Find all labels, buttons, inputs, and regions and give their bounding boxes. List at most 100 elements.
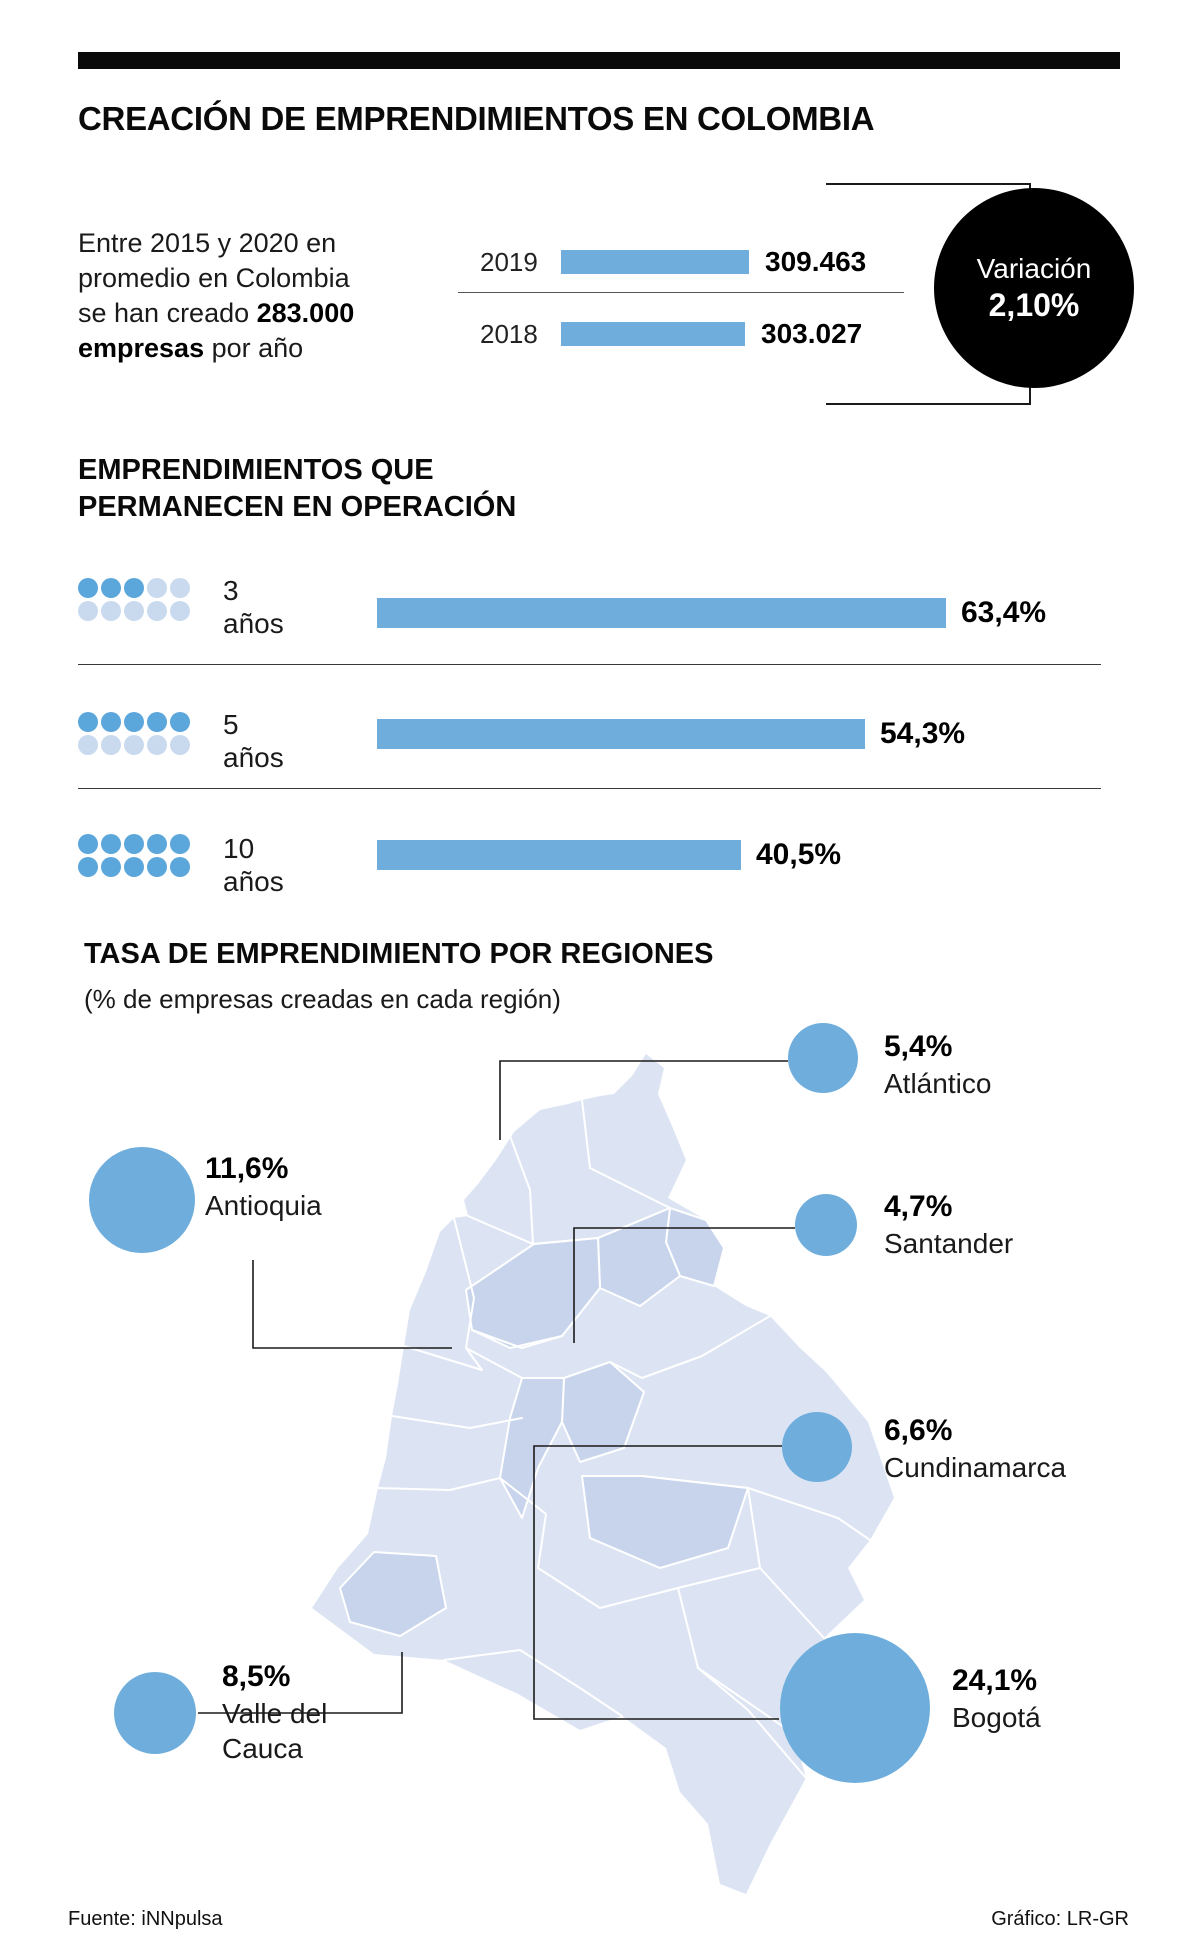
dot-filled-icon bbox=[101, 712, 121, 732]
dept-tolima-huila bbox=[499, 1377, 565, 1519]
bar-5-years bbox=[377, 719, 865, 749]
label-3-years-number: 3 bbox=[223, 575, 239, 606]
dot-empty-icon bbox=[124, 601, 144, 621]
label-10-years-number: 10 bbox=[223, 833, 255, 864]
dot-empty-icon bbox=[78, 601, 98, 621]
intro-text-end: por año bbox=[204, 333, 304, 363]
bar-2018 bbox=[561, 322, 745, 346]
region-name-santander: Santander bbox=[884, 1228, 1014, 1259]
annual-divider bbox=[458, 292, 904, 293]
bubble-santander bbox=[795, 1194, 857, 1256]
dot-empty-icon bbox=[147, 735, 167, 755]
dot-filled-icon bbox=[124, 857, 144, 877]
dot-filled-icon bbox=[147, 857, 167, 877]
regions-subtitle: (% de empresas creadas en cada región) bbox=[84, 984, 561, 1014]
dot-filled-icon bbox=[101, 834, 121, 854]
dot-empty-icon bbox=[101, 735, 121, 755]
region-label-bogota: 24,1% Bogotá bbox=[952, 1662, 1041, 1735]
variation-value: 2,10% bbox=[988, 286, 1080, 323]
dot-filled-icon bbox=[124, 578, 144, 598]
value-5-years: 54,3% bbox=[880, 717, 966, 750]
bubble-valle-del-cauca bbox=[114, 1672, 196, 1754]
dot-empty-icon bbox=[170, 601, 190, 621]
dot-filled-icon bbox=[170, 712, 190, 732]
dot-pictogram-5-years bbox=[78, 712, 196, 755]
year-label-2019: 2019 bbox=[480, 246, 538, 277]
region-name-bogota: Bogotá bbox=[952, 1702, 1041, 1733]
region-label-cundinamarca: 6,6% Cundinamarca bbox=[884, 1412, 1066, 1485]
variation-label: Variación bbox=[976, 252, 1092, 284]
dot-filled-icon bbox=[78, 834, 98, 854]
label-10-years-unit: años bbox=[223, 866, 284, 897]
region-label-antioquia: 11,6% Antioquia bbox=[205, 1150, 322, 1223]
dot-empty-icon bbox=[124, 735, 144, 755]
region-name-atlantico: Atlántico bbox=[884, 1068, 992, 1099]
dot-pictogram-3-years bbox=[78, 578, 196, 621]
year-label-2018: 2018 bbox=[480, 318, 538, 349]
dept-narino bbox=[339, 1551, 447, 1637]
footer-credit: Gráfico: LR-GR bbox=[991, 1908, 1129, 1930]
dot-filled-icon bbox=[147, 834, 167, 854]
bar-10-years bbox=[377, 840, 741, 870]
value-3-years: 63,4% bbox=[961, 596, 1047, 629]
label-10-years: 10 años bbox=[223, 832, 373, 898]
intro-highlight: 283.000 empresas bbox=[78, 298, 355, 363]
value-2019: 309.463 bbox=[765, 246, 867, 277]
region-value-santander: 4,7% bbox=[884, 1190, 953, 1223]
dot-filled-icon bbox=[170, 834, 190, 854]
bubble-atlantico bbox=[788, 1023, 858, 1093]
value-2018: 303.027 bbox=[761, 318, 863, 349]
survival-bar-row-3-years: 63,4% bbox=[377, 596, 1046, 630]
regions-heading: TASA DE EMPRENDIMIENTO POR REGIONES bbox=[84, 938, 714, 970]
region-label-valle-del-cauca: 8,5% Valle del Cauca bbox=[222, 1658, 357, 1766]
bubble-cundinamarca bbox=[782, 1412, 852, 1482]
bubble-bogota bbox=[780, 1633, 930, 1783]
region-value-valle-del-cauca: 8,5% bbox=[222, 1660, 291, 1693]
dot-filled-icon bbox=[147, 712, 167, 732]
survival-heading: EMPRENDIMIENTOS QUE PERMANECEN EN OPERAC… bbox=[78, 454, 517, 523]
survival-bar-row-10-years: 40,5% bbox=[377, 838, 841, 872]
label-5-years-unit: años bbox=[223, 742, 284, 773]
dot-filled-icon bbox=[78, 712, 98, 732]
dot-filled-icon bbox=[101, 857, 121, 877]
dot-empty-icon bbox=[101, 601, 121, 621]
dot-filled-icon bbox=[124, 834, 144, 854]
dot-empty-icon bbox=[147, 578, 167, 598]
region-label-santander: 4,7% Santander bbox=[884, 1188, 1013, 1261]
bar-2019 bbox=[561, 250, 749, 274]
dot-filled-icon bbox=[78, 578, 98, 598]
dot-empty-icon bbox=[170, 735, 190, 755]
dot-filled-icon bbox=[170, 857, 190, 877]
label-3-years: 3 años bbox=[223, 574, 373, 640]
region-name-antioquia: Antioquia bbox=[205, 1190, 322, 1221]
dot-filled-icon bbox=[78, 857, 98, 877]
page-title: CREACIÓN DE EMPRENDIMIENTOS EN COLOMBIA bbox=[78, 100, 875, 137]
top-accent-bar bbox=[78, 52, 1120, 69]
row-separator-1 bbox=[78, 664, 1101, 665]
region-value-antioquia: 11,6% bbox=[205, 1152, 289, 1185]
dot-pictogram-10-years bbox=[78, 834, 196, 877]
dot-empty-icon bbox=[147, 601, 167, 621]
dot-filled-icon bbox=[101, 578, 121, 598]
bar-3-years bbox=[377, 598, 946, 628]
dot-filled-icon bbox=[124, 712, 144, 732]
label-5-years: 5 años bbox=[223, 708, 373, 774]
dot-empty-icon bbox=[78, 735, 98, 755]
row-separator-2 bbox=[78, 788, 1101, 789]
dot-empty-icon bbox=[170, 578, 190, 598]
region-value-cundinamarca: 6,6% bbox=[884, 1414, 953, 1447]
region-label-atlantico: 5,4% Atlántico bbox=[884, 1028, 991, 1101]
survival-bar-row-5-years: 54,3% bbox=[377, 717, 965, 751]
region-value-bogota: 24,1% bbox=[952, 1664, 1038, 1697]
bubble-antioquia bbox=[89, 1147, 195, 1253]
region-name-valle-del-cauca: Valle del Cauca bbox=[222, 1698, 328, 1764]
value-10-years: 40,5% bbox=[756, 838, 842, 871]
intro-text-start: Entre 2015 y 2020 en promedio en Colombi… bbox=[78, 228, 350, 328]
annual-bar-row-2019: 2019 309.463 bbox=[480, 240, 866, 284]
label-5-years-number: 5 bbox=[223, 709, 239, 740]
footer-source: Fuente: iNNpulsa bbox=[68, 1908, 223, 1930]
label-3-years-unit: años bbox=[223, 608, 284, 639]
intro-text: Entre 2015 y 2020 en promedio en Colombi… bbox=[78, 226, 378, 366]
variation-badge: Variación 2,10% bbox=[934, 188, 1134, 388]
